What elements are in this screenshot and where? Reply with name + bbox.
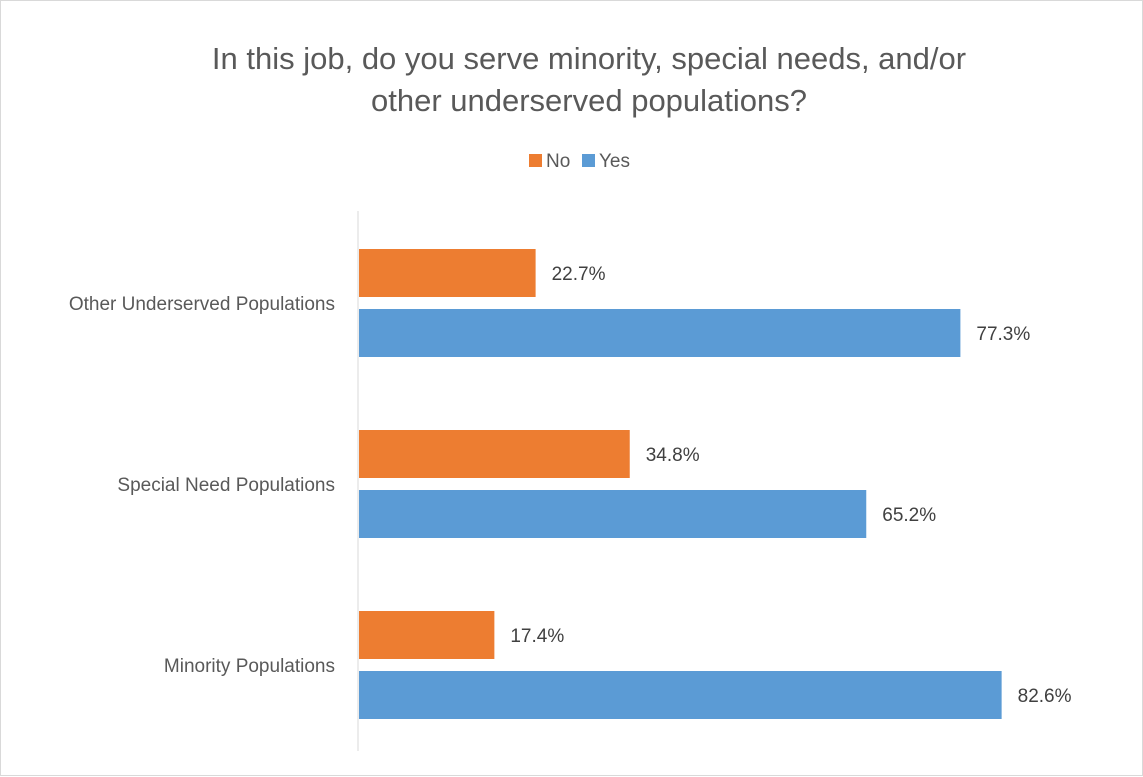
chart-title-line: other underserved populations? <box>371 83 807 118</box>
data-label-yes: 82.6% <box>1018 686 1072 707</box>
bar-no <box>359 430 630 478</box>
category-label: Other Underserved Populations <box>69 294 335 315</box>
legend-label-no: No <box>546 151 570 172</box>
category-label: Minority Populations <box>164 656 335 677</box>
bar-no <box>359 611 495 659</box>
legend-swatch-yes <box>582 154 595 167</box>
category-label: Special Need Populations <box>117 475 335 496</box>
legend-swatch-no <box>529 154 542 167</box>
data-label-yes: 65.2% <box>882 505 936 526</box>
data-label-no: 17.4% <box>510 626 564 647</box>
bar-yes <box>359 490 867 538</box>
bar-yes <box>359 671 1002 719</box>
data-label-yes: 77.3% <box>976 324 1030 345</box>
chart-legend: No Yes <box>529 151 630 172</box>
category-axis: Other Underserved Populations Special Nee… <box>69 211 359 751</box>
chart-title-line: In this job, do you serve minority, spec… <box>212 41 966 76</box>
data-label-no: 22.7% <box>552 264 606 285</box>
bars <box>359 249 1002 719</box>
chart-title: In this job, do you serve minority, spec… <box>212 41 966 118</box>
bar-yes <box>359 309 961 357</box>
data-label-no: 34.8% <box>646 445 700 466</box>
bar-no <box>359 249 536 297</box>
data-labels: 22.7% 77.3% 34.8% 65.2% 17.4% 82.6% <box>510 264 1071 707</box>
legend-label-yes: Yes <box>599 151 630 172</box>
